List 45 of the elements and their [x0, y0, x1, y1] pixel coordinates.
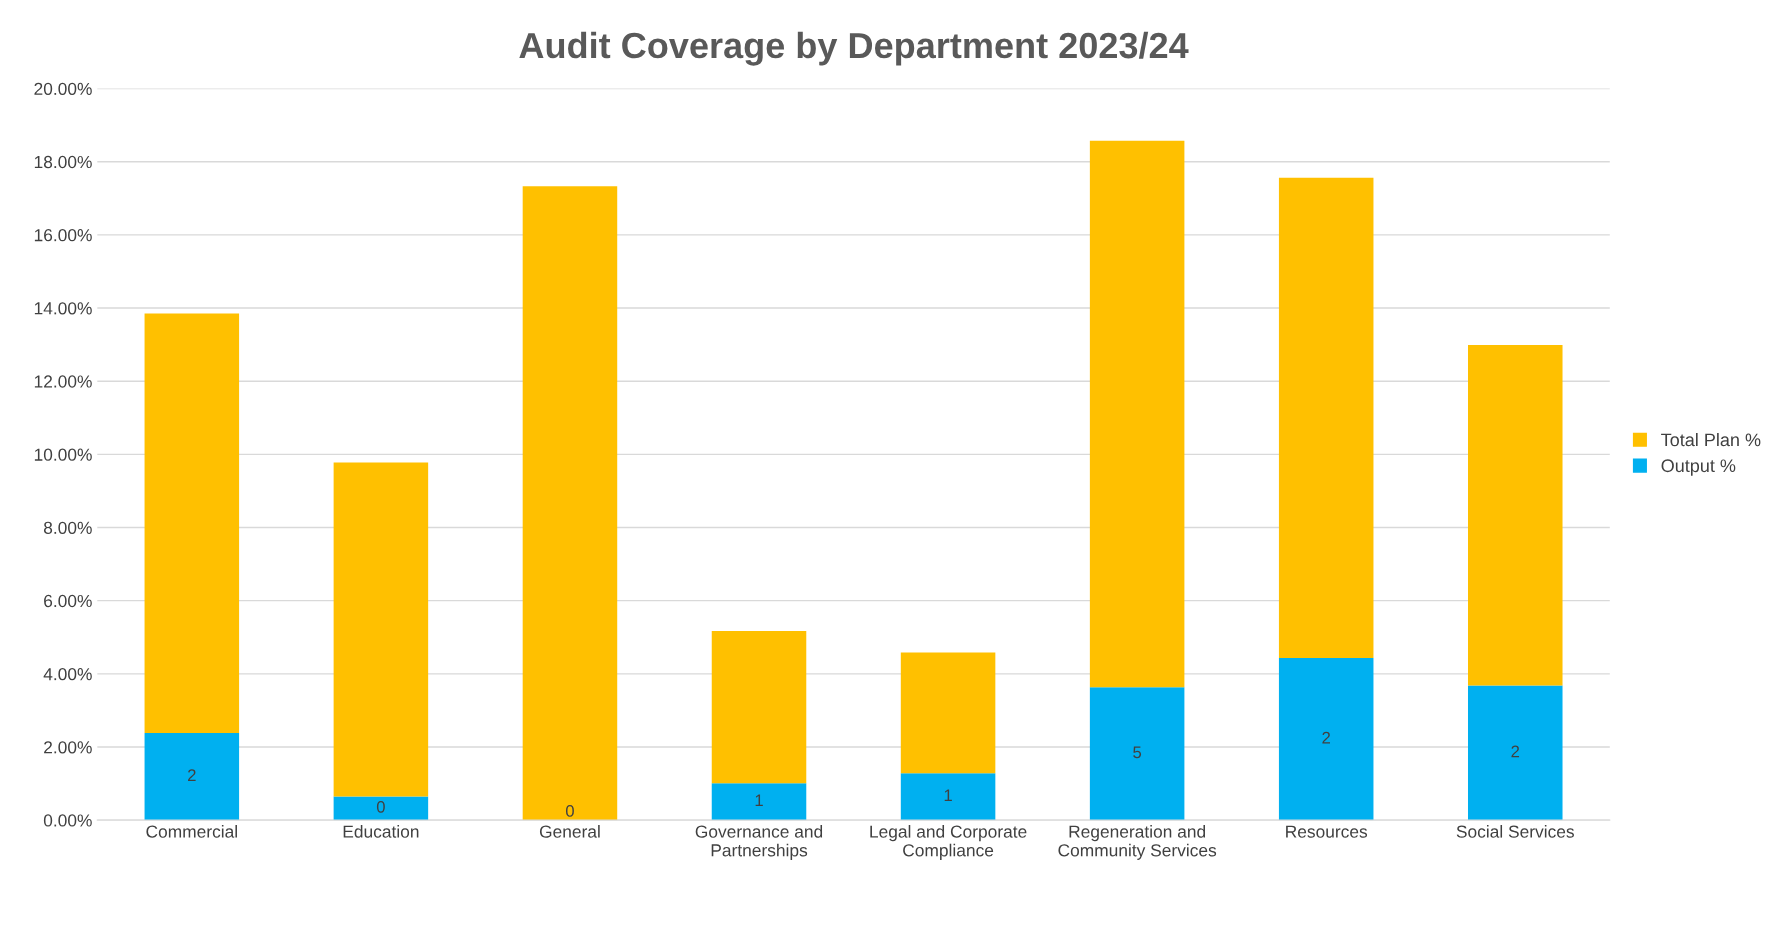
annotation: 1: [755, 794, 763, 806]
bar: [144, 733, 240, 821]
bar: [1278, 658, 1374, 821]
y-tick-label: 0.00%: [43, 814, 92, 827]
x-tick-label: Education: [343, 825, 419, 838]
bar: [1467, 685, 1563, 821]
annotation: 2: [188, 769, 196, 781]
y-tick-label: 2.00%: [44, 741, 92, 754]
bar: [1278, 177, 1374, 659]
x-tick-label: General: [539, 825, 600, 838]
annotation: 0: [565, 805, 574, 817]
legend-label: Total Plan %: [1661, 433, 1761, 447]
y-tick-label: 16.00%: [34, 229, 92, 242]
y-tick-label: 18.00%: [34, 155, 92, 169]
chart-title: Audit Coverage by Department 2023/24: [519, 31, 1189, 66]
bar: [1089, 140, 1185, 688]
bar: [711, 631, 807, 784]
y-tick-label: 8.00%: [43, 521, 92, 534]
bar: [333, 796, 429, 821]
y-tick-label: 20.00%: [34, 82, 92, 95]
y-tick-label: 12.00%: [34, 375, 92, 388]
x-tick-label: Legal and Corporate Compliance: [870, 825, 1027, 860]
bar: [522, 186, 618, 821]
y-tick-label: 14.00%: [34, 302, 92, 315]
bar: [1467, 344, 1563, 686]
annotation: 0: [376, 800, 385, 813]
bar: [1089, 687, 1185, 821]
annotation: 2: [1511, 745, 1520, 758]
x-tick-label: Governance and Partnerships: [695, 825, 823, 860]
annotation: 2: [1322, 731, 1330, 744]
x-tick-label: Resources: [1286, 825, 1368, 838]
bar: [333, 462, 429, 797]
x-tick-label: Social Services: [1456, 825, 1574, 838]
annotation: 5: [1133, 746, 1142, 759]
legend-label: Output %: [1661, 459, 1736, 476]
y-tick-label: 4.00%: [43, 668, 92, 681]
x-tick-label: Commercial: [146, 825, 237, 838]
y-tick-label: 6.00%: [44, 594, 92, 608]
bar: [144, 313, 240, 734]
bar: [900, 652, 996, 774]
bar: [711, 783, 807, 821]
annotation: 1: [944, 789, 952, 802]
x-tick-label: Regeneration and Community Services: [1058, 825, 1217, 860]
bar: [900, 773, 996, 821]
y-tick-label: 10.00%: [34, 448, 92, 461]
